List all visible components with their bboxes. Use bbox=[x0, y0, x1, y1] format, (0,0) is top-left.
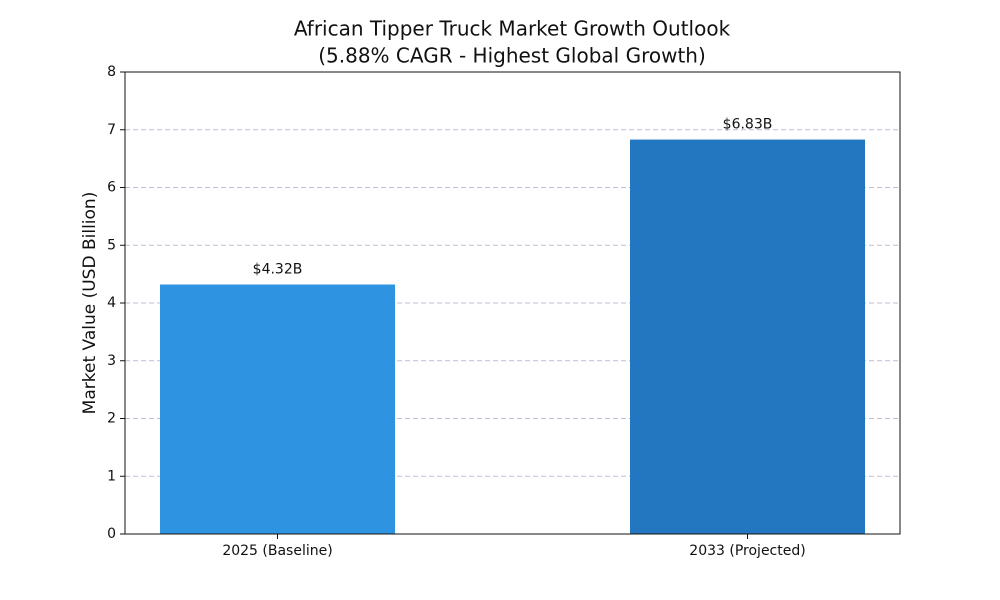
y-tick-label: 1 bbox=[107, 468, 116, 484]
chart-subtitle: (5.88% CAGR - Highest Global Growth) bbox=[318, 44, 706, 68]
chart-title: African Tipper Truck Market Growth Outlo… bbox=[294, 17, 731, 41]
value-label: $6.83B bbox=[723, 117, 773, 133]
y-tick-label: 8 bbox=[107, 64, 116, 80]
x-tick-label: 2033 (Projected) bbox=[689, 543, 805, 559]
y-tick-label: 2 bbox=[107, 411, 116, 427]
y-tick-label: 4 bbox=[107, 295, 116, 311]
x-tick-label: 2025 (Baseline) bbox=[222, 543, 332, 559]
y-tick-label: 6 bbox=[107, 180, 116, 196]
bar bbox=[630, 139, 865, 534]
y-tick-label: 3 bbox=[107, 353, 116, 369]
plot-frame bbox=[124, 71, 901, 535]
bar bbox=[160, 284, 395, 534]
y-tick-label: 0 bbox=[107, 526, 116, 542]
y-axis-label: Market Value (USD Billion) bbox=[80, 192, 100, 415]
y-tick-label: 7 bbox=[107, 122, 116, 138]
y-tick-label: 5 bbox=[107, 237, 116, 253]
value-label: $4.32B bbox=[253, 262, 303, 278]
